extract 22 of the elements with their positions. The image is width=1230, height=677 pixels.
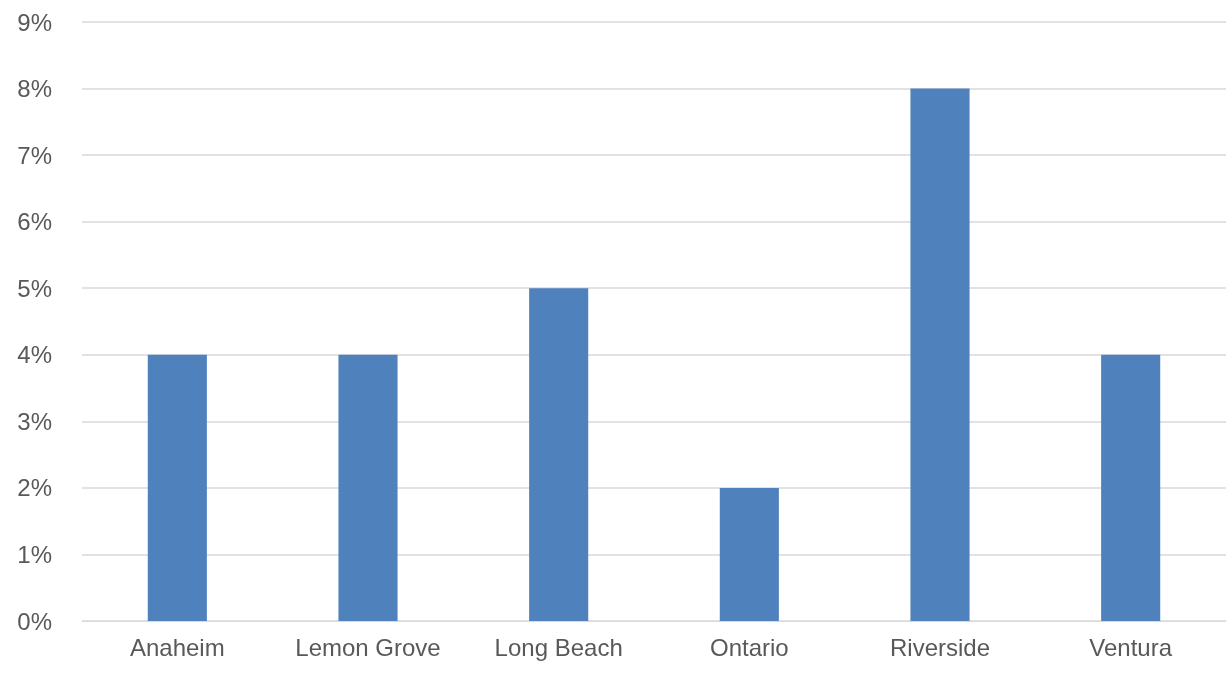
x-tick-label: Riverside xyxy=(889,633,991,661)
y-tick-label: 9% xyxy=(17,8,52,36)
x-tick-label: Ventura xyxy=(1089,633,1173,661)
x-tick-label: Long Beach xyxy=(494,633,623,661)
x-tick-label: Lemon Grove xyxy=(295,633,441,661)
bar xyxy=(719,487,779,621)
y-tick-label: 6% xyxy=(17,208,52,236)
y-tick-label: 8% xyxy=(17,75,52,103)
bar xyxy=(529,288,589,621)
x-tick-label: Anaheim xyxy=(129,633,225,661)
y-tick-label: 7% xyxy=(17,141,52,169)
y-tick-label: 3% xyxy=(17,407,52,435)
bar xyxy=(338,354,398,621)
y-tick-label: 5% xyxy=(17,274,52,302)
bar xyxy=(147,354,207,621)
x-tick-label: Ontario xyxy=(709,633,789,661)
y-tick-label: 1% xyxy=(17,540,52,568)
y-tick-label: 0% xyxy=(17,607,52,635)
bar xyxy=(1101,354,1161,621)
y-tick-label: 4% xyxy=(17,341,52,369)
y-tick-label: 2% xyxy=(17,474,52,502)
bar xyxy=(910,88,970,621)
